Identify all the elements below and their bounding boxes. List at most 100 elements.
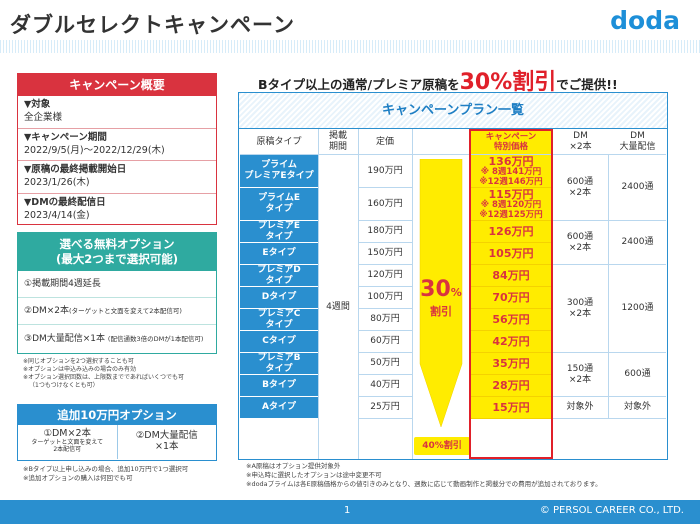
row-campaign-price: 105万円 bbox=[470, 243, 552, 265]
header-band bbox=[0, 40, 700, 53]
dm-count-line: ×2本 bbox=[568, 242, 592, 253]
row-type-line: Eタイプ bbox=[262, 248, 296, 258]
row-type-line: Bタイプ bbox=[262, 380, 296, 390]
dm-count: 600通 ×2本 bbox=[552, 221, 609, 265]
dm-count: 150通 ×2本 bbox=[552, 353, 609, 397]
campaign-price-main: 105万円 bbox=[488, 247, 534, 260]
dm-count: 300通 ×2本 bbox=[552, 265, 609, 353]
overview-item: ▼原稿の最終掲載開始日 2023/1/26(木) bbox=[18, 161, 216, 194]
header-campaign-line2: 特別価格 bbox=[493, 142, 528, 152]
row-type-line: タイプ bbox=[265, 231, 293, 242]
dm-count: 600通 ×2本 bbox=[552, 155, 609, 221]
overview-item: ▼DMの最終配信日 2023/4/14(金) bbox=[18, 194, 216, 227]
row-price: 150万円 bbox=[358, 243, 412, 265]
row-campaign-price: 70万円 bbox=[470, 287, 552, 309]
column-divider bbox=[412, 129, 413, 459]
row-price: 60万円 bbox=[358, 331, 412, 353]
row-campaign-price: 84万円 bbox=[470, 265, 552, 287]
row-type-line: タイプ bbox=[265, 204, 293, 214]
bulk-count: 600通 bbox=[609, 353, 666, 397]
campaign-price-extended: ※ 8週120万円 bbox=[480, 199, 542, 210]
free-option-item: ③DM大量配信×1本 (配信通数3倍のDMが1本配信可) bbox=[18, 325, 216, 352]
doda-logo: doda bbox=[610, 6, 680, 35]
free-option-item: ②DM×2本(ターゲットと文面を変えて2本配信可) bbox=[18, 298, 216, 325]
campaign-price-extended: ※ 8週141万円 bbox=[480, 166, 542, 177]
overview-value: 2022/9/5(月)～2022/12/29(木) bbox=[24, 144, 165, 156]
row-campaign-price: 56万円 bbox=[470, 309, 552, 331]
row-type: Bタイプ bbox=[240, 375, 318, 397]
campaign-price-main: 84万円 bbox=[492, 269, 530, 282]
note-line: ※申込時に選択したオプションは途中変更不可 bbox=[246, 471, 382, 479]
page-title: ダブルセレクトキャンペーン bbox=[10, 13, 295, 37]
page-number: 1 bbox=[344, 505, 351, 516]
note-line: ※Bタイプ以上申し込みの場合、追加10万円で1つ選択可 bbox=[23, 465, 189, 473]
column-divider bbox=[318, 129, 319, 459]
header-period: 掲載 期間 bbox=[318, 129, 358, 155]
note-line: ※オプション選択回数は、上限数までであればいくつでも可 bbox=[23, 374, 184, 381]
dm-count-line: 対象外 bbox=[566, 402, 594, 412]
row-type: Dタイプ bbox=[240, 287, 318, 309]
row-type: プレミアD タイプ bbox=[240, 265, 318, 287]
row-campaign-price: 126万円 bbox=[470, 221, 552, 243]
free-option-text: ①掲載期間4週延長 bbox=[24, 279, 101, 289]
period-value: 4週間 bbox=[326, 301, 350, 312]
row-type-line: プレミアC bbox=[257, 308, 301, 319]
row-type: プレミアE タイプ bbox=[240, 221, 318, 243]
campaign-price-main: 42万円 bbox=[492, 335, 530, 348]
plan-heading: キャンペーンプラン一覧 bbox=[239, 93, 667, 129]
overview-key: ▼キャンペーン期間 bbox=[24, 131, 107, 143]
add-option-left-note: ターゲットと文面を変えて bbox=[31, 439, 104, 446]
add-option-right-main: ②DM大量配信 bbox=[135, 430, 198, 441]
row-campaign-price: 28万円 bbox=[470, 375, 552, 397]
row-campaign-price: 136万円 ※ 8週141万円 ※12週146万円 bbox=[470, 155, 552, 188]
overview-value: 2023/1/26(木) bbox=[24, 177, 90, 188]
dm-count-line: 600通 bbox=[566, 176, 594, 187]
header-dm-line1: DM bbox=[573, 131, 588, 141]
add-option-heading: 追加10万円オプション bbox=[18, 405, 216, 425]
discount-label: 30% 割引 bbox=[414, 279, 468, 323]
discount-number: 30 bbox=[420, 277, 451, 302]
copyright: © PERSOL CAREER CO., LTD. bbox=[539, 505, 684, 516]
row-price: 190万円 bbox=[358, 155, 412, 188]
note-line: ※オプションは申込み込みの場合のみ有効 bbox=[23, 366, 137, 373]
row-type-line: Cタイプ bbox=[262, 336, 296, 346]
headline-pre: Bタイプ以上の通常/プレミア原稿を bbox=[258, 77, 460, 92]
row-price: 25万円 bbox=[358, 397, 412, 419]
row-campaign-price: 15万円 bbox=[470, 397, 552, 419]
row-type-line: プレミアB bbox=[257, 352, 301, 363]
campaign-price-main: 126万円 bbox=[488, 225, 534, 238]
headline-discount: 30%割引 bbox=[459, 70, 557, 95]
dm-count-line: 600通 bbox=[566, 231, 594, 242]
row-type-line: プレミアD bbox=[257, 264, 301, 275]
row-type-line: タイプ bbox=[265, 275, 293, 286]
free-option-text: ③DM大量配信×1本 bbox=[24, 333, 106, 344]
dm-count: 対象外 bbox=[552, 397, 609, 419]
add-option-notes: ※Bタイプ以上申し込みの場合、追加10万円で1つ選択可 ※追加オプションの購入は… bbox=[23, 465, 188, 483]
campaign-price-extended: ※12週125万円 bbox=[479, 209, 543, 220]
row-type: プライム プレミアEタイプ bbox=[240, 155, 318, 188]
add-option-right-main: ×1本 bbox=[154, 441, 179, 452]
header-dm-line2: ×2本 bbox=[569, 142, 592, 152]
campaign-price-main: 56万円 bbox=[492, 313, 530, 326]
free-options-heading-line1: 選べる無料オプション bbox=[59, 237, 175, 251]
row-type-line: プレミアEタイプ bbox=[244, 171, 314, 181]
note-line: （1つもつけなくとも可） bbox=[29, 382, 99, 389]
header-bulk-line1: DM bbox=[630, 131, 645, 141]
row-campaign-price: 42万円 bbox=[470, 331, 552, 353]
overview-key: ▼原稿の最終掲載開始日 bbox=[24, 164, 127, 175]
header-bulk: DM 大量配信 bbox=[609, 129, 666, 155]
campaign-price-main: 70万円 bbox=[492, 291, 530, 304]
dm-count-line: 150通 bbox=[566, 363, 594, 374]
row-type: プレミアB タイプ bbox=[240, 353, 318, 375]
row-price: 180万円 bbox=[358, 221, 412, 243]
note-line: ※同じオプションを2つ選択することも可 bbox=[23, 358, 134, 365]
bulk-count: 対象外 bbox=[609, 397, 666, 419]
free-option-item: ①掲載期間4週延長 bbox=[18, 271, 216, 298]
free-options-box: 選べる無料オプション (最大2つまで選択可能) ①掲載期間4週延長 ②DM×2本… bbox=[17, 232, 217, 354]
header-dm: DM ×2本 bbox=[552, 129, 609, 155]
row-price: 160万円 bbox=[358, 188, 412, 221]
add-option-left: ①DM×2本 ターゲットと文面を変えて 2本配信可 bbox=[18, 425, 117, 459]
discount-a-label: 40%割引 bbox=[414, 437, 470, 455]
row-price: 80万円 bbox=[358, 309, 412, 331]
discount-percent: % bbox=[450, 286, 462, 299]
